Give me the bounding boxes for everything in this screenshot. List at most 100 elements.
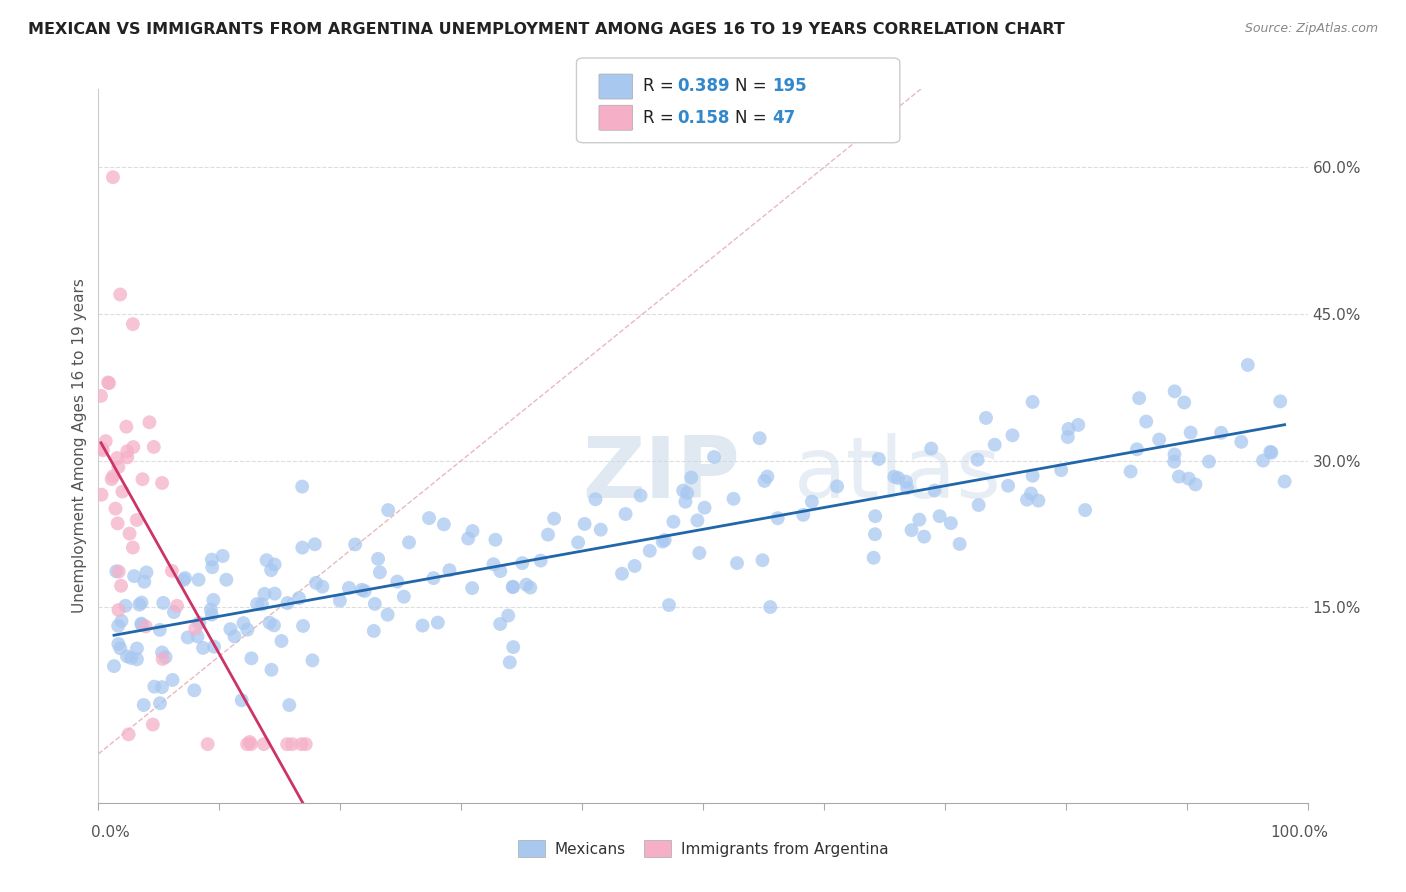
Point: [100, 472, 122, 486]
Point: [1260, 445, 1282, 459]
Point: [353, 584, 375, 599]
Point: [398, 535, 420, 549]
Point: [676, 486, 699, 500]
Point: [967, 498, 990, 512]
Point: [129, 616, 152, 631]
Point: [276, 737, 298, 751]
Point: [364, 597, 387, 611]
Point: [232, 616, 254, 631]
Point: [240, 651, 263, 665]
Point: [90, 389, 112, 403]
Point: [260, 663, 283, 677]
Point: [143, 680, 166, 694]
Point: [461, 524, 484, 538]
Point: [131, 472, 153, 486]
Point: [1147, 433, 1170, 447]
Point: [1057, 422, 1080, 436]
Point: [928, 509, 950, 524]
Point: [686, 513, 709, 527]
Point: [392, 590, 415, 604]
Point: [259, 615, 281, 630]
Point: [107, 516, 129, 531]
Point: [672, 483, 695, 498]
Point: [149, 696, 172, 710]
Point: [368, 566, 391, 580]
Point: [1119, 465, 1142, 479]
Y-axis label: Unemployment Among Ages 16 to 19 years: Unemployment Among Ages 16 to 19 years: [72, 278, 87, 614]
Point: [201, 560, 224, 574]
Point: [439, 563, 461, 577]
Point: [118, 526, 141, 541]
Text: 47: 47: [772, 109, 796, 127]
Point: [1167, 469, 1189, 483]
Text: N =: N =: [735, 109, 772, 127]
Text: Source: ZipAtlas.com: Source: ZipAtlas.com: [1244, 22, 1378, 36]
Point: [614, 507, 637, 521]
Point: [201, 607, 224, 622]
Point: [896, 481, 918, 495]
Point: [125, 641, 148, 656]
Point: [236, 623, 259, 637]
Point: [585, 492, 607, 507]
Point: [418, 511, 440, 525]
Point: [1021, 395, 1043, 409]
Point: [111, 484, 134, 499]
Text: 100.0%: 100.0%: [1271, 825, 1329, 839]
Point: [177, 631, 200, 645]
Point: [121, 541, 143, 555]
Point: [863, 527, 886, 541]
Point: [166, 599, 188, 613]
Point: [344, 537, 367, 551]
Point: [191, 640, 214, 655]
Point: [263, 586, 285, 600]
Point: [162, 673, 184, 687]
Text: N =: N =: [735, 77, 772, 95]
Text: 0.158: 0.158: [678, 109, 730, 127]
Point: [188, 615, 211, 630]
Point: [1128, 391, 1150, 405]
Point: [887, 471, 910, 485]
Point: [502, 640, 524, 654]
Point: [894, 475, 917, 489]
Point: [291, 480, 314, 494]
Point: [530, 553, 553, 567]
Point: [263, 558, 285, 572]
Text: MEXICAN VS IMMIGRANTS FROM ARGENTINA UNEMPLOYMENT AMONG AGES 16 TO 19 YEARS CORR: MEXICAN VS IMMIGRANTS FROM ARGENTINA UNE…: [28, 22, 1064, 37]
Point: [224, 629, 246, 643]
Point: [1209, 425, 1232, 440]
Point: [134, 574, 156, 589]
Point: [202, 593, 225, 607]
Point: [110, 579, 132, 593]
Point: [290, 737, 312, 751]
Point: [1135, 415, 1157, 429]
Text: 0.0%: 0.0%: [91, 825, 131, 839]
Point: [502, 580, 524, 594]
Point: [681, 470, 703, 484]
Point: [1173, 395, 1195, 409]
Point: [725, 556, 748, 570]
Point: [107, 603, 129, 617]
Point: [132, 698, 155, 712]
Point: [1067, 417, 1090, 432]
Point: [651, 534, 673, 549]
Point: [800, 494, 823, 508]
Point: [108, 287, 131, 301]
Point: [703, 450, 725, 464]
Point: [142, 717, 165, 731]
Point: [301, 653, 323, 667]
Point: [1251, 453, 1274, 467]
Point: [94, 434, 117, 449]
Point: [510, 556, 533, 570]
Point: [983, 438, 1005, 452]
Point: [107, 619, 129, 633]
Point: [98, 376, 121, 391]
Point: [949, 537, 972, 551]
Point: [519, 581, 541, 595]
Point: [974, 411, 997, 425]
Point: [1180, 425, 1202, 440]
Point: [1274, 475, 1296, 489]
Point: [107, 460, 129, 475]
Point: [482, 558, 505, 572]
Point: [1198, 454, 1220, 468]
Point: [1021, 468, 1043, 483]
